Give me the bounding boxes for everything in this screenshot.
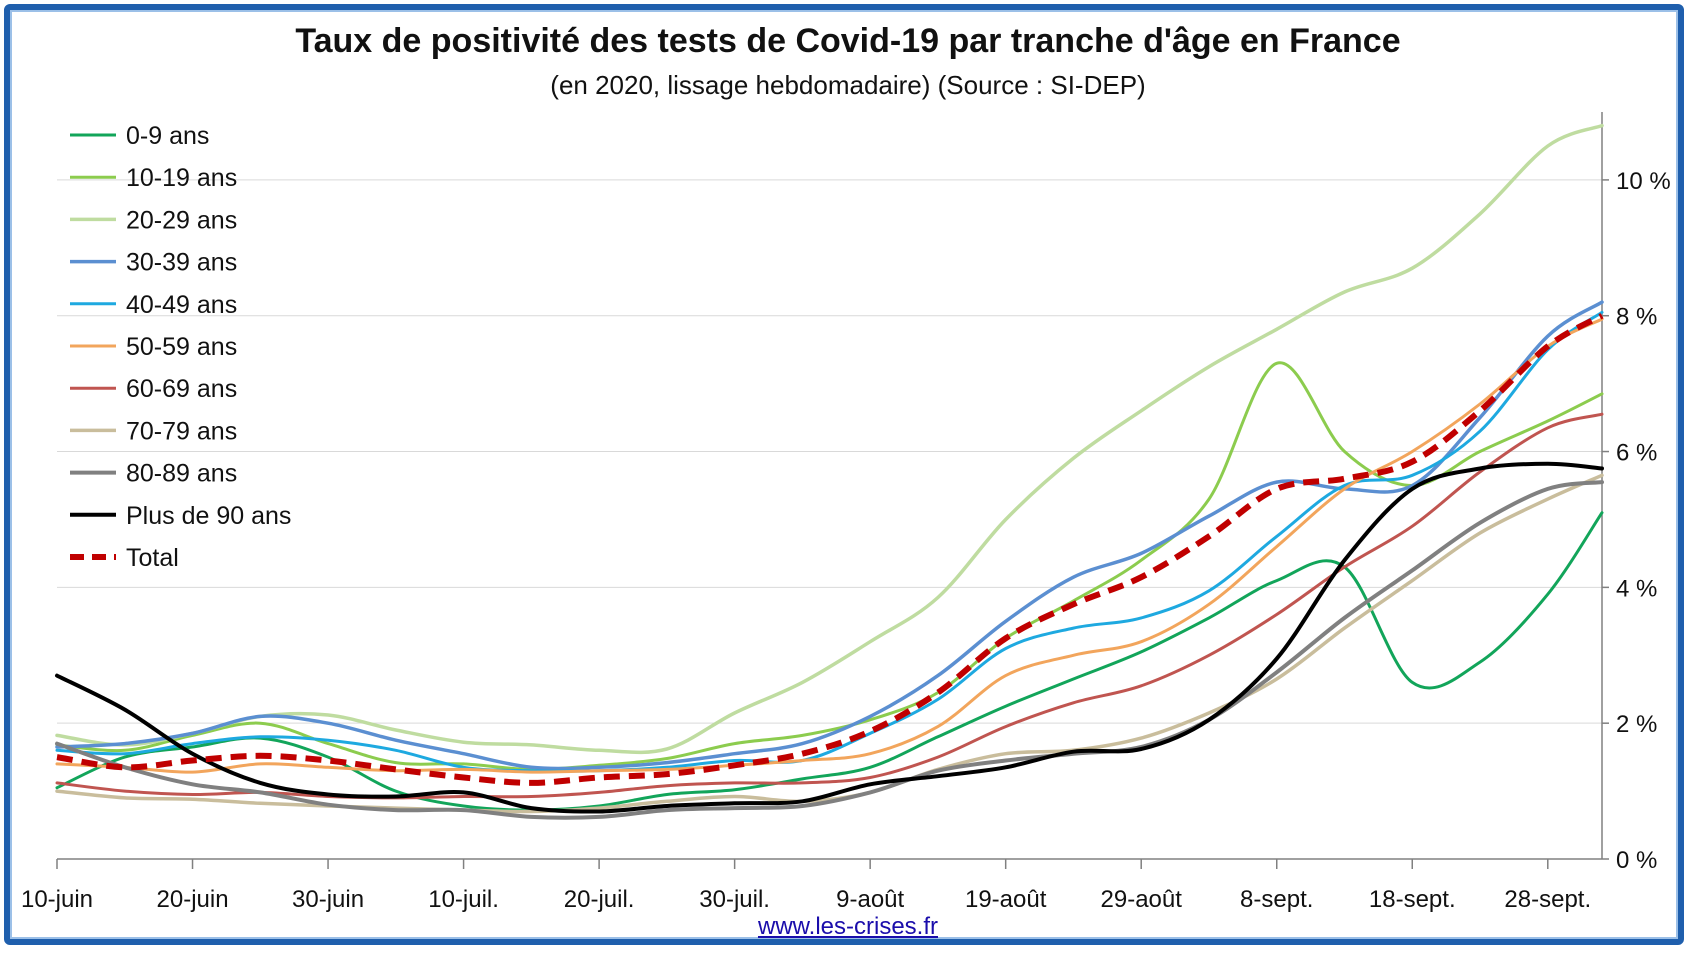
y-tick-label: 0 %: [1616, 847, 1657, 874]
legend-label-70-79-ans: 70-79 ans: [126, 417, 237, 445]
chart-title: Taux de positivité des tests de Covid-19…: [295, 22, 1401, 60]
legend-label-60-69-ans: 60-69 ans: [126, 375, 237, 403]
source-footer: www.les-crises.fr: [0, 913, 1696, 941]
x-tick-label: 10-juin: [21, 886, 93, 913]
legend-label-50-59-ans: 50-59 ans: [126, 333, 237, 361]
series-line-total: [56, 313, 1604, 786]
series-line-0-9-ans: [55, 511, 1604, 812]
x-tick-label: 9-août: [836, 886, 904, 913]
gridlines: [57, 179, 1602, 724]
y-tick-label: 8 %: [1616, 304, 1657, 331]
x-tick-label: 19-août: [965, 886, 1047, 913]
series-line-plus-de-90-ans: [55, 461, 1604, 814]
x-tick-label: 10-juil.: [428, 886, 499, 913]
legend-label-plus-de-90-ans: Plus de 90 ans: [126, 502, 291, 530]
series-line-60-69-ans: [55, 412, 1604, 800]
source-link[interactable]: www.les-crises.fr: [757, 913, 938, 940]
legend-label-total: Total: [126, 544, 179, 572]
y-tick-label: 2 %: [1616, 711, 1657, 738]
y-tick-label: 10 %: [1616, 168, 1671, 195]
legend-label-80-89-ans: 80-89 ans: [126, 460, 237, 488]
series-lines: [55, 123, 1604, 820]
x-tick-label: 28-sept.: [1504, 886, 1591, 913]
series-line-50-59-ans: [55, 317, 1604, 774]
x-tick-label: 20-juin: [157, 886, 229, 913]
series-line-80-89-ans: [55, 480, 1604, 820]
x-tick-label: 18-sept.: [1369, 886, 1456, 913]
y-tick-label: 4 %: [1616, 575, 1657, 602]
y-tick-label: 6 %: [1616, 440, 1657, 467]
y-tick-labels: 0 % 2 % 4 % 6 % 8 % 10 %: [1616, 168, 1671, 874]
legend-label-10-19-ans: 10-19 ans: [126, 164, 237, 192]
x-tick-labels: 10-juin 20-juin 30-juin 10-juil. 20-juil. 30-…: [21, 886, 1591, 913]
chart-subtitle: (en 2020, lissage hebdomadaire) (Source …: [550, 70, 1146, 100]
series-line-40-49-ans: [55, 310, 1604, 773]
legend-label-20-29-ans: 20-29 ans: [126, 206, 237, 234]
series-line-10-19-ans: [55, 361, 1604, 771]
legend-label-0-9-ans: 0-9 ans: [126, 122, 209, 150]
x-tick-label: 30-juil.: [699, 886, 770, 913]
axes: [56, 112, 1609, 869]
x-tick-label: 29-août: [1101, 886, 1183, 913]
x-tick-label: 20-juil.: [564, 886, 635, 913]
x-tick-label: 8-sept.: [1240, 886, 1313, 913]
legend-label-40-49-ans: 40-49 ans: [126, 291, 237, 319]
legend-label-30-39-ans: 30-39 ans: [126, 249, 237, 277]
x-tick-label: 30-juin: [292, 886, 364, 913]
series-line-30-39-ans: [55, 300, 1604, 771]
legend: 0-9 ans 10-19 ans 20-29 ans 30-39 ans 40-49 …: [70, 122, 291, 572]
series-line-20-29-ans: [55, 123, 1604, 755]
